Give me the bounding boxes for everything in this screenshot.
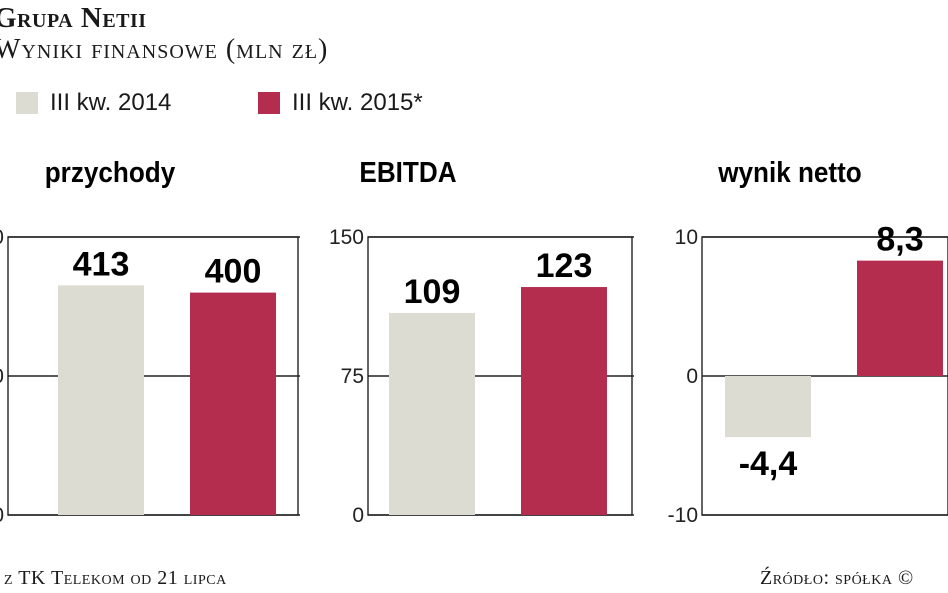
footnote: z TK Telekom od 21 lipca [4,567,227,589]
page-subtitle: Wyniki finansowe (mln zł) [0,34,329,65]
y-tick-label: 10 [675,226,698,249]
y-tick-label: 75 [341,365,364,388]
legend-item-2014: III kw. 2014 [16,88,171,118]
bar [190,292,276,515]
data-label: 123 [536,247,593,285]
y-tick-label: 150 [329,226,364,249]
y-tick-label: 0 [352,504,364,527]
bar [521,287,607,515]
data-label: 400 [205,253,262,291]
data-label: 8,3 [876,221,923,259]
legend-label-2015: III kw. 2015* [292,89,423,116]
bar [58,285,144,515]
y-tick-label: 250 [0,365,4,388]
chart-title: przychody [45,156,176,189]
source-credit: Źródło: spółka © [760,567,914,589]
legend-item-2015: III kw. 2015* [258,88,423,118]
chart-title: EBITDA [359,156,456,189]
y-tick-label: -10 [668,504,698,527]
data-label: 109 [404,273,461,311]
legend-swatch-2015 [258,92,280,114]
legend-swatch-2014 [16,92,38,114]
data-label: -4,4 [739,445,798,483]
bar [389,312,475,515]
legend-label-2014: III kw. 2014 [50,89,172,116]
y-tick-label: 0 [686,365,698,388]
chart-title: wynik netto [717,156,861,189]
y-tick-label: 500 [0,226,4,249]
bar [725,376,811,438]
y-tick-label: 0 [0,504,4,527]
bar [857,260,943,376]
data-label: 413 [73,245,130,283]
page-title: Grupa Netii [0,2,147,34]
